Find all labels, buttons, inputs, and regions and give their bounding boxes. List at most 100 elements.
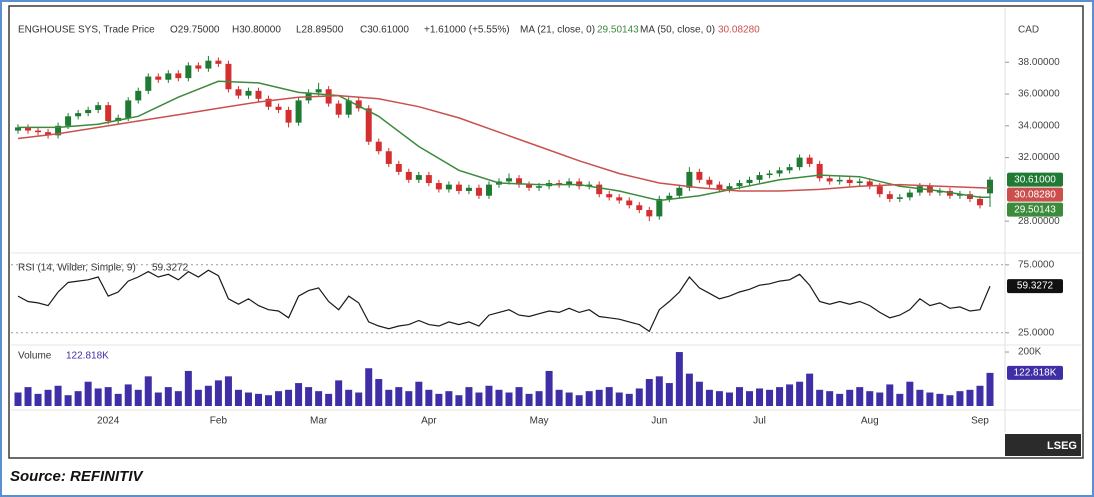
candle-body (916, 186, 923, 193)
volume-bar (325, 393, 333, 406)
candle-body (225, 63, 232, 90)
candle-body (185, 65, 192, 79)
candle-body (666, 195, 673, 199)
candle-body (576, 181, 583, 187)
volume-bar (74, 391, 82, 406)
volume-bar (405, 391, 413, 406)
candle-body (976, 198, 983, 206)
legend-value: 29.50143 (597, 25, 639, 36)
volume-bar (846, 389, 854, 406)
value-tag (1007, 365, 1063, 380)
close-value: C30.61000 (360, 25, 409, 36)
candle-body (606, 194, 613, 198)
volume-bar (806, 373, 814, 406)
volume-bar (816, 389, 824, 406)
volume-bar (625, 393, 633, 406)
candle-body (836, 179, 843, 182)
volume-bar (776, 387, 784, 406)
value-tag (1007, 279, 1063, 294)
volume-bar (265, 395, 273, 406)
volume-bar (735, 387, 743, 406)
volume-bar (375, 379, 383, 406)
volume-bar (234, 389, 242, 406)
volume-bar (695, 381, 703, 406)
candle-body (536, 186, 543, 188)
volume-bar (986, 372, 994, 406)
volume-bar (836, 393, 844, 406)
x-tick-label: Jun (651, 416, 667, 427)
y-tick-label: 28.00000 (1018, 216, 1060, 227)
candle-body (485, 184, 492, 196)
volume-bar (796, 381, 804, 406)
volume-bar (756, 388, 764, 406)
candle-body (135, 90, 142, 101)
candle-body (335, 103, 342, 115)
volume-bar (605, 387, 613, 406)
y-tick-label: 38.00000 (1018, 57, 1060, 68)
volume-bar (655, 376, 663, 406)
volume-bar (64, 395, 72, 406)
candle-body (455, 184, 462, 191)
value-tag (1007, 202, 1063, 217)
volume-bar (134, 389, 142, 406)
source-note: Source: REFINITIV (10, 468, 145, 485)
volume-bar (485, 385, 493, 406)
candle-body (125, 100, 132, 118)
moving-average (18, 80, 990, 202)
candle-body (385, 151, 392, 164)
candle-body (786, 167, 793, 171)
candle-body (516, 178, 523, 185)
candle-body (646, 210, 653, 217)
volume-bar (104, 387, 112, 406)
candle-body (526, 184, 533, 188)
candle-body (75, 113, 82, 117)
candle-body (415, 175, 422, 180)
volume-bar (585, 391, 593, 406)
candle-body (175, 73, 182, 79)
volume-bar (665, 383, 673, 406)
volume-bar (505, 392, 513, 406)
rsi-value: 59.3272 (152, 263, 189, 274)
volume-bar (295, 383, 303, 406)
brand: LSEG (1047, 440, 1077, 452)
candle-body (65, 116, 72, 126)
volume-bar (725, 392, 733, 406)
volume-bar (936, 393, 944, 406)
volume-value: 122.818K (66, 351, 109, 362)
volume-bar (305, 387, 313, 406)
candle-body (716, 184, 723, 190)
volume-bar (946, 395, 954, 406)
volume-bar (495, 389, 503, 406)
candle-body (215, 60, 222, 64)
candle-body (876, 186, 883, 195)
value-tag-label: 29.50143 (1014, 204, 1056, 215)
volume-bar (435, 393, 443, 406)
candle-body (736, 183, 743, 187)
volume-bar (966, 389, 974, 406)
candle-body (55, 125, 62, 136)
volume-bar (174, 391, 182, 406)
candle-body (105, 105, 112, 122)
candle-body (35, 130, 42, 133)
candle-body (906, 192, 913, 198)
high-value: H30.80000 (232, 25, 281, 36)
volume-bar (54, 385, 62, 406)
volume-bar (194, 389, 202, 406)
candle-body (826, 178, 833, 182)
volume-bar (525, 393, 533, 406)
candle-body (25, 127, 32, 131)
candle-body (987, 179, 993, 194)
candle-body (45, 132, 52, 136)
volume-bar (906, 381, 914, 406)
volume-bar (465, 387, 473, 406)
x-tick-label: 2024 (97, 416, 120, 427)
volume-bar (956, 391, 964, 406)
y-tick-label: 36.00000 (1018, 89, 1060, 100)
candle-body (626, 200, 633, 206)
volume-bar (114, 393, 122, 406)
volume-bar (876, 392, 884, 406)
volume-bar (675, 352, 683, 406)
candle-body (756, 175, 763, 180)
volume-bar (715, 391, 723, 406)
volume-bar (44, 389, 52, 406)
